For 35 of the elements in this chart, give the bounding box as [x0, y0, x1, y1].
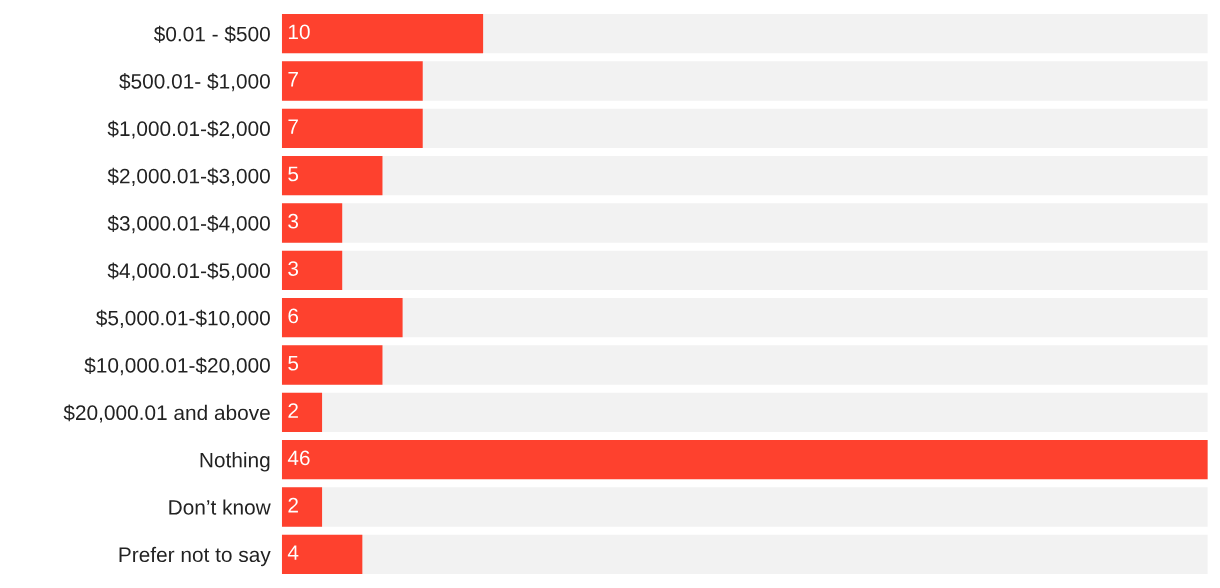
y-tick-label: $3,000.01-$4,000 [107, 215, 270, 234]
bar [281, 345, 383, 385]
bar [281, 61, 423, 101]
bar [281, 14, 484, 54]
data-label: 2 [288, 497, 298, 513]
bar [281, 156, 383, 196]
y-tick-label: Prefer not to say [119, 546, 271, 567]
y-tick-label: $20,000.01 and above [63, 404, 270, 423]
bar [281, 534, 363, 574]
bar [281, 203, 343, 243]
y-tick-label: $4,000.01-$5,000 [107, 262, 270, 281]
data-label: 6 [288, 308, 299, 324]
data-label: 4 [287, 545, 299, 560]
y-tick-label: Nothing [200, 452, 270, 472]
data-label: 46 [287, 450, 310, 466]
data-label: 3 [288, 261, 299, 276]
data-label: 7 [288, 119, 298, 134]
y-tick-label: $5,000.01-$10,000 [96, 309, 270, 328]
y-tick-label: $2,000.01-$3,000 [107, 167, 270, 186]
bar [281, 392, 323, 432]
data-label: 3 [288, 213, 299, 229]
data-label: 5 [288, 166, 299, 182]
bar [281, 487, 323, 527]
bar [281, 250, 343, 290]
y-tick-label: $500.01- $1,000 [119, 73, 270, 92]
data-label: 2 [288, 403, 298, 418]
bar [281, 108, 423, 148]
data-label: 5 [288, 356, 299, 371]
y-tick-label: $10,000.01-$20,000 [84, 357, 270, 376]
y-tick-label: $0.01 - $500 [153, 25, 270, 43]
y-tick-label: Don’t know [169, 499, 271, 515]
data-label: 10 [288, 24, 310, 40]
bar [281, 298, 403, 338]
data-label: 7 [288, 72, 298, 87]
y-tick-label: $1,000.01-$2,000 [107, 120, 270, 139]
